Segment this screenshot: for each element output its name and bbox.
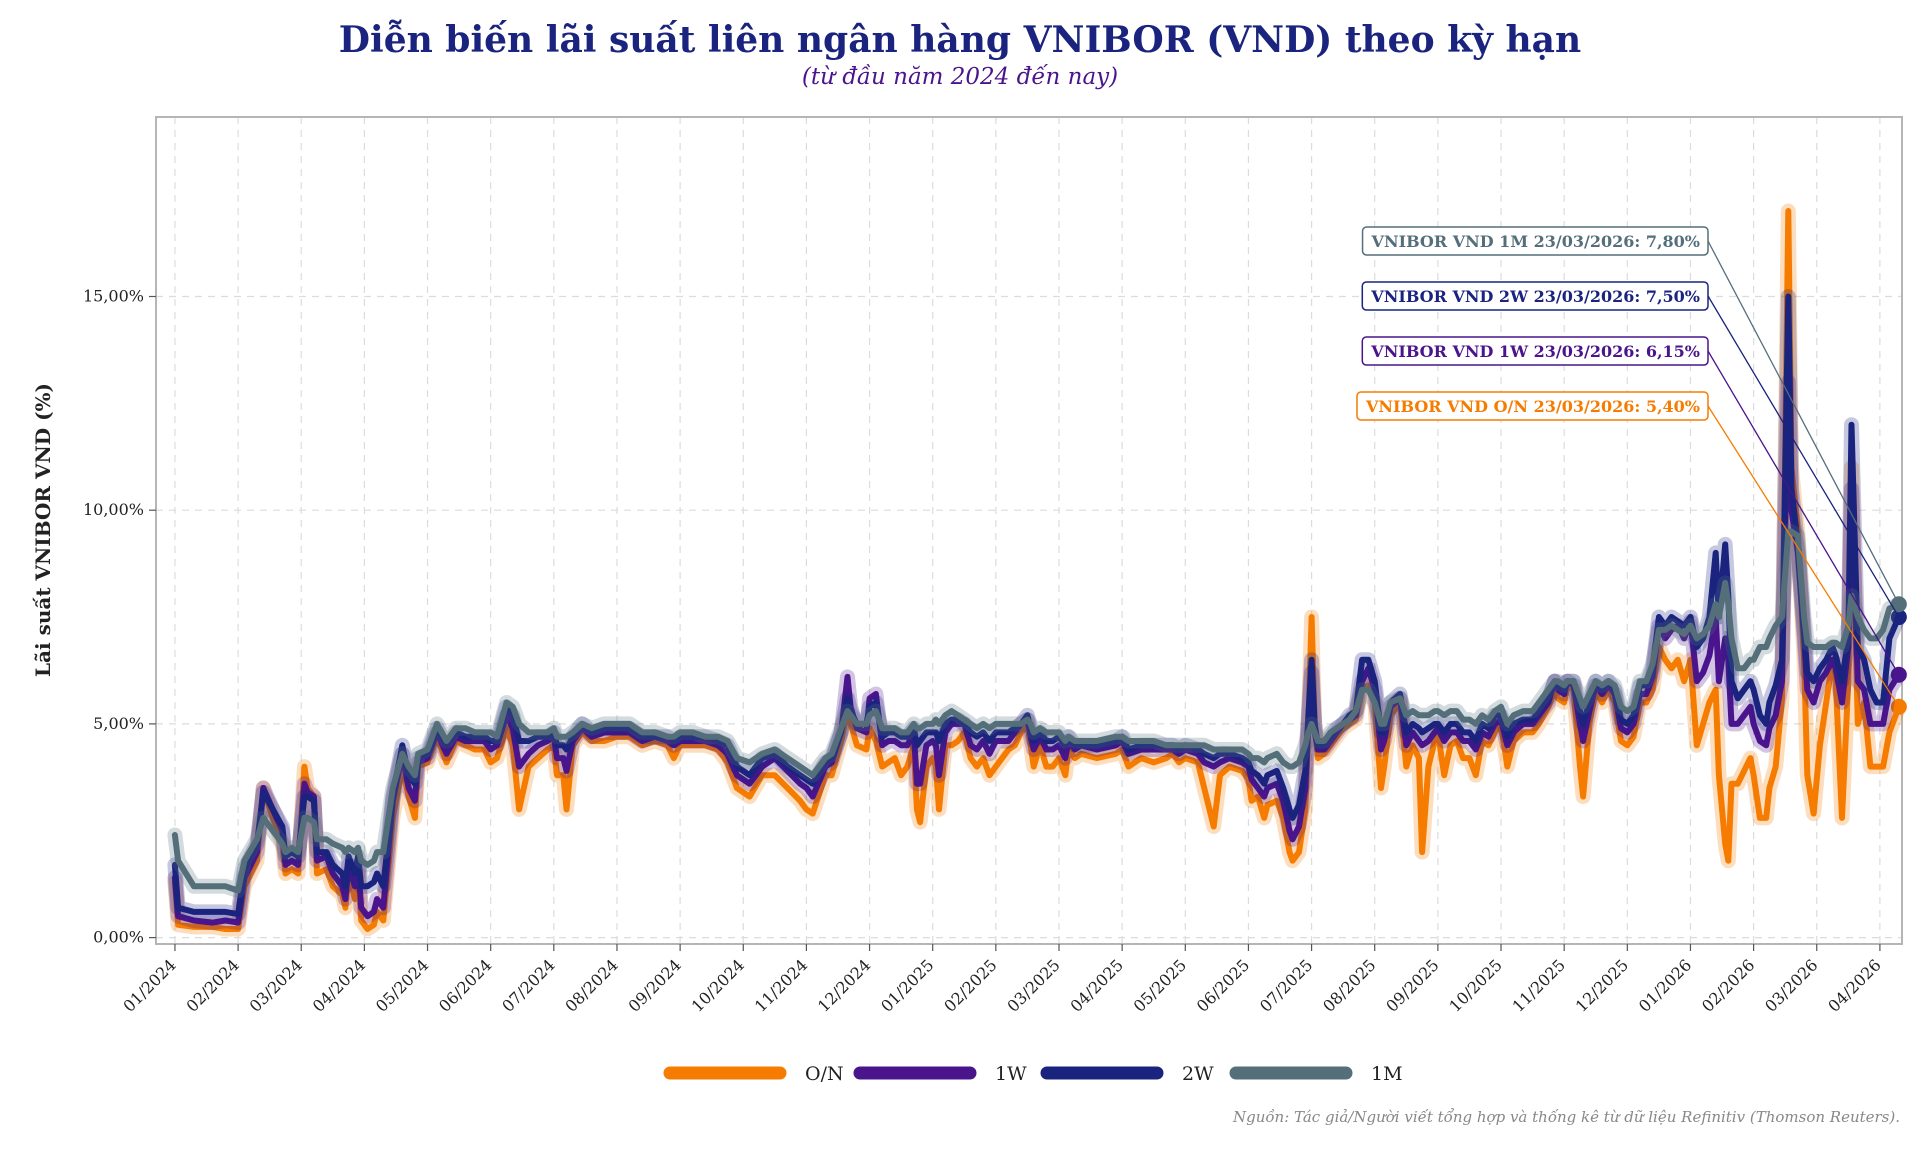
series-line-1: [171, 379, 1902, 926]
annotation-leader: [1707, 295, 1900, 618]
x-tick-label: 12/2025: [1572, 955, 1632, 1015]
y-axis-title: Lãi suất VNIBOR VND (%): [31, 383, 55, 677]
x-tick-label: 04/2025: [1067, 955, 1127, 1015]
chart-title: Diễn biến lãi suất liên ngân hàng VNIBOR…: [339, 19, 1581, 61]
annotation-label: VNIBOR VND O/N 23/03/2026: 5,40%: [1365, 397, 1700, 416]
series-halo-1: [167, 374, 1907, 931]
x-tick-label: 06/2024: [435, 955, 495, 1015]
annotation-label: VNIBOR VND 1M 23/03/2026: 7,80%: [1371, 232, 1700, 251]
annotation-leader: [1707, 240, 1900, 605]
x-tick-label: 03/2025: [1003, 955, 1063, 1015]
legend-label: 1M: [1371, 1063, 1403, 1085]
chart-subtitle: (từ đầu năm 2024 đến nay): [802, 64, 1118, 90]
x-tick-label: 07/2025: [1256, 955, 1316, 1015]
series-halo-0: [167, 203, 1907, 937]
grid-layer: [156, 117, 1902, 944]
annotation-leader: [1707, 405, 1900, 708]
annotation-label: VNIBOR VND 1W 23/03/2026: 6,15%: [1370, 342, 1700, 361]
x-tick-label: 11/2025: [1509, 955, 1569, 1015]
annotation-1: VNIBOR VND 2W 23/03/2026: 7,50%: [1361, 281, 1900, 618]
x-tick-label: 01/2024: [119, 955, 179, 1015]
x-tick-label: 05/2024: [372, 955, 432, 1015]
series-line-0: [171, 208, 1902, 932]
x-tick-label: 09/2024: [625, 955, 685, 1015]
x-tick-label: 04/2024: [309, 955, 369, 1015]
annotation-label: VNIBOR VND 2W 23/03/2026: 7,50%: [1370, 287, 1700, 306]
series-halo-2: [167, 289, 1907, 922]
x-tick-label: 02/2026: [1698, 955, 1758, 1015]
series-layer: [167, 203, 1907, 937]
x-tick-label: 01/2026: [1635, 955, 1695, 1015]
x-tick-label: 10/2025: [1445, 955, 1505, 1015]
annotation-leader: [1707, 350, 1900, 676]
y-tick-label: 5,00%: [93, 714, 144, 733]
x-tick-label: 02/2025: [940, 955, 1000, 1015]
x-tick-label: 05/2025: [1130, 955, 1190, 1015]
x-tick-label: 07/2024: [498, 955, 558, 1015]
x-tick-label: 08/2024: [561, 955, 621, 1015]
source-note: Nguồn: Tác giả/Người viết tổng hợp và th…: [1232, 1108, 1900, 1126]
x-tick-label: 08/2025: [1319, 955, 1379, 1015]
series-line-2: [171, 293, 1902, 918]
annotation-3: VNIBOR VND O/N 23/03/2026: 5,40%: [1356, 391, 1900, 708]
annotation-layer: VNIBOR VND 1M 23/03/2026: 7,80% VNIBOR VN…: [1356, 226, 1900, 708]
x-tick-label: 04/2026: [1824, 955, 1884, 1015]
y-tick-label: 15,00%: [83, 287, 144, 306]
legend: O/N 1W 2W 1M: [663, 1063, 1403, 1085]
series-line-3: [171, 528, 1902, 894]
legend-label: O/N: [805, 1063, 844, 1085]
legend-label: 2W: [1182, 1063, 1214, 1085]
x-tick-label: 02/2024: [182, 955, 242, 1015]
annotation-2: VNIBOR VND 1W 23/03/2026: 6,15%: [1361, 336, 1900, 676]
x-tick-label: 12/2024: [814, 955, 874, 1015]
x-tick-label: 01/2025: [877, 955, 937, 1015]
x-tick-label: 10/2024: [688, 955, 748, 1015]
x-tick-label: 09/2025: [1382, 955, 1442, 1015]
x-tick-label: 03/2026: [1761, 955, 1821, 1015]
plot-frame: [155, 116, 1903, 945]
x-tick-label: 06/2025: [1193, 955, 1253, 1015]
y-tick-label: 10,00%: [83, 500, 144, 519]
annotation-0: VNIBOR VND 1M 23/03/2026: 7,80%: [1361, 226, 1900, 605]
x-tick-label: 03/2024: [246, 955, 306, 1015]
y-tick-label: 0,00%: [93, 928, 144, 947]
legend-label: 1W: [995, 1063, 1027, 1085]
x-tick-label: 11/2024: [751, 955, 811, 1015]
